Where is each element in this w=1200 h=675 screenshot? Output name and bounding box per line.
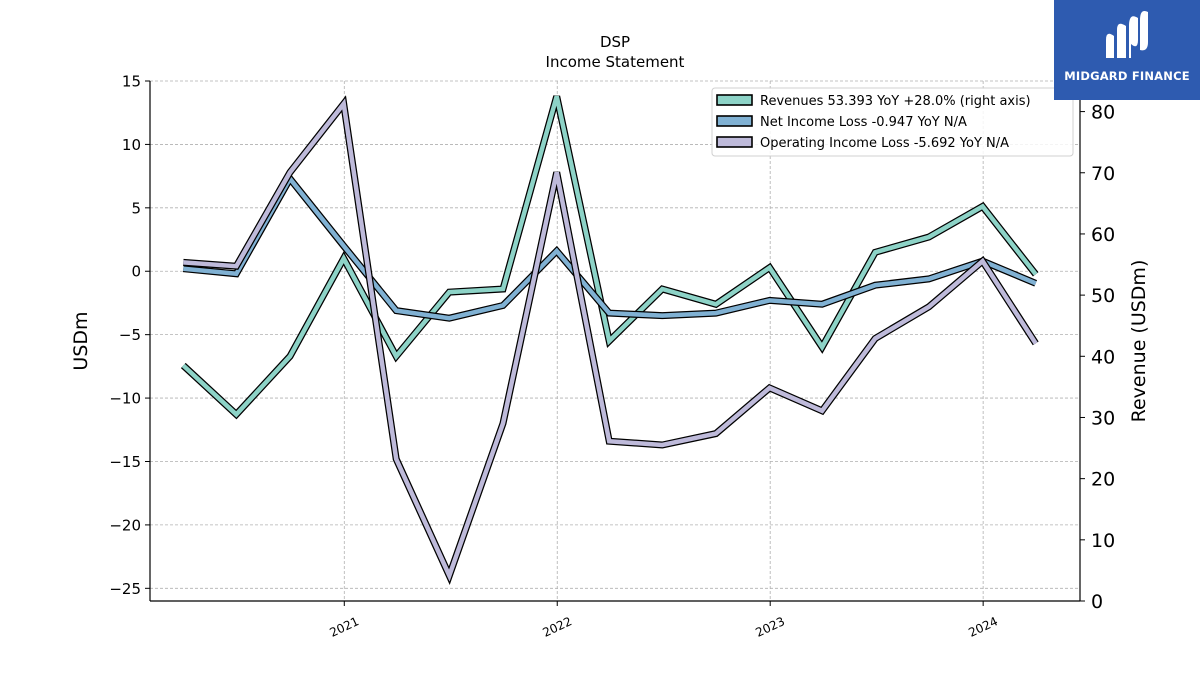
brand-logo: MIDGARD FINANCE — [1054, 0, 1200, 100]
left-tick-label: −25 — [109, 580, 141, 598]
left-tick-label: 5 — [131, 199, 141, 217]
legend-entry: Net Income Loss -0.947 YoY N/A — [760, 115, 967, 130]
left-tick-label: −20 — [109, 516, 141, 534]
midgard-logo-icon — [1106, 11, 1148, 58]
legend-swatch — [716, 136, 753, 148]
legend-swatch — [716, 115, 753, 127]
y2-axis-label: Revenue (USDm) — [1128, 260, 1150, 423]
series-line — [183, 174, 1037, 321]
left-tick-label: 0 — [131, 263, 141, 281]
series-line — [183, 98, 1038, 582]
x-tick-label: 2024 — [966, 614, 1000, 640]
grid-lines — [150, 80, 1080, 601]
right-tick-label: 0 — [1091, 591, 1103, 613]
right-tick-label: 30 — [1091, 407, 1115, 429]
legend: Revenues 53.393 YoY +28.0% (right axis) N… — [711, 87, 1074, 157]
left-tick-label: −15 — [109, 453, 141, 471]
left-tick-label: 10 — [122, 136, 141, 154]
series-operating-income-loss — [183, 95, 1039, 585]
y-axis-label: USDm — [70, 311, 92, 370]
right-tick-label: 60 — [1091, 224, 1115, 246]
left-tick-label: −5 — [119, 326, 141, 344]
x-tick-label: 2022 — [540, 614, 574, 640]
chart-title: DSP — [600, 33, 630, 51]
legend-box — [711, 87, 1074, 157]
series-net-income-loss — [182, 172, 1038, 322]
left-tick-label: −10 — [109, 390, 141, 408]
legend-entry: Operating Income Loss -5.692 YoY N/A — [760, 136, 1009, 151]
x-tick-label: 2023 — [753, 614, 787, 640]
right-tick-label: 10 — [1091, 530, 1115, 552]
x-tick-label: 2021 — [327, 614, 361, 640]
right-tick-label: 80 — [1091, 102, 1115, 124]
left-tick-label: 15 — [122, 73, 141, 91]
right-tick-label: 40 — [1091, 346, 1115, 368]
legend-entry: Revenues 53.393 YoY +28.0% (right axis) — [760, 94, 1031, 109]
legend-swatch — [716, 94, 753, 106]
series-outline — [182, 172, 1038, 322]
axes: 151050−5−10−15−20−2501020304050607080202… — [109, 73, 1115, 640]
chart-subtitle: Income Statement — [546, 53, 685, 71]
logo-text: MIDGARD FINANCE — [1064, 69, 1190, 83]
right-tick-label: 50 — [1091, 285, 1115, 307]
series-revenues — [180, 95, 1039, 420]
right-tick-label: 70 — [1091, 163, 1115, 185]
right-tick-label: 20 — [1091, 469, 1115, 491]
series-line — [181, 95, 1038, 418]
